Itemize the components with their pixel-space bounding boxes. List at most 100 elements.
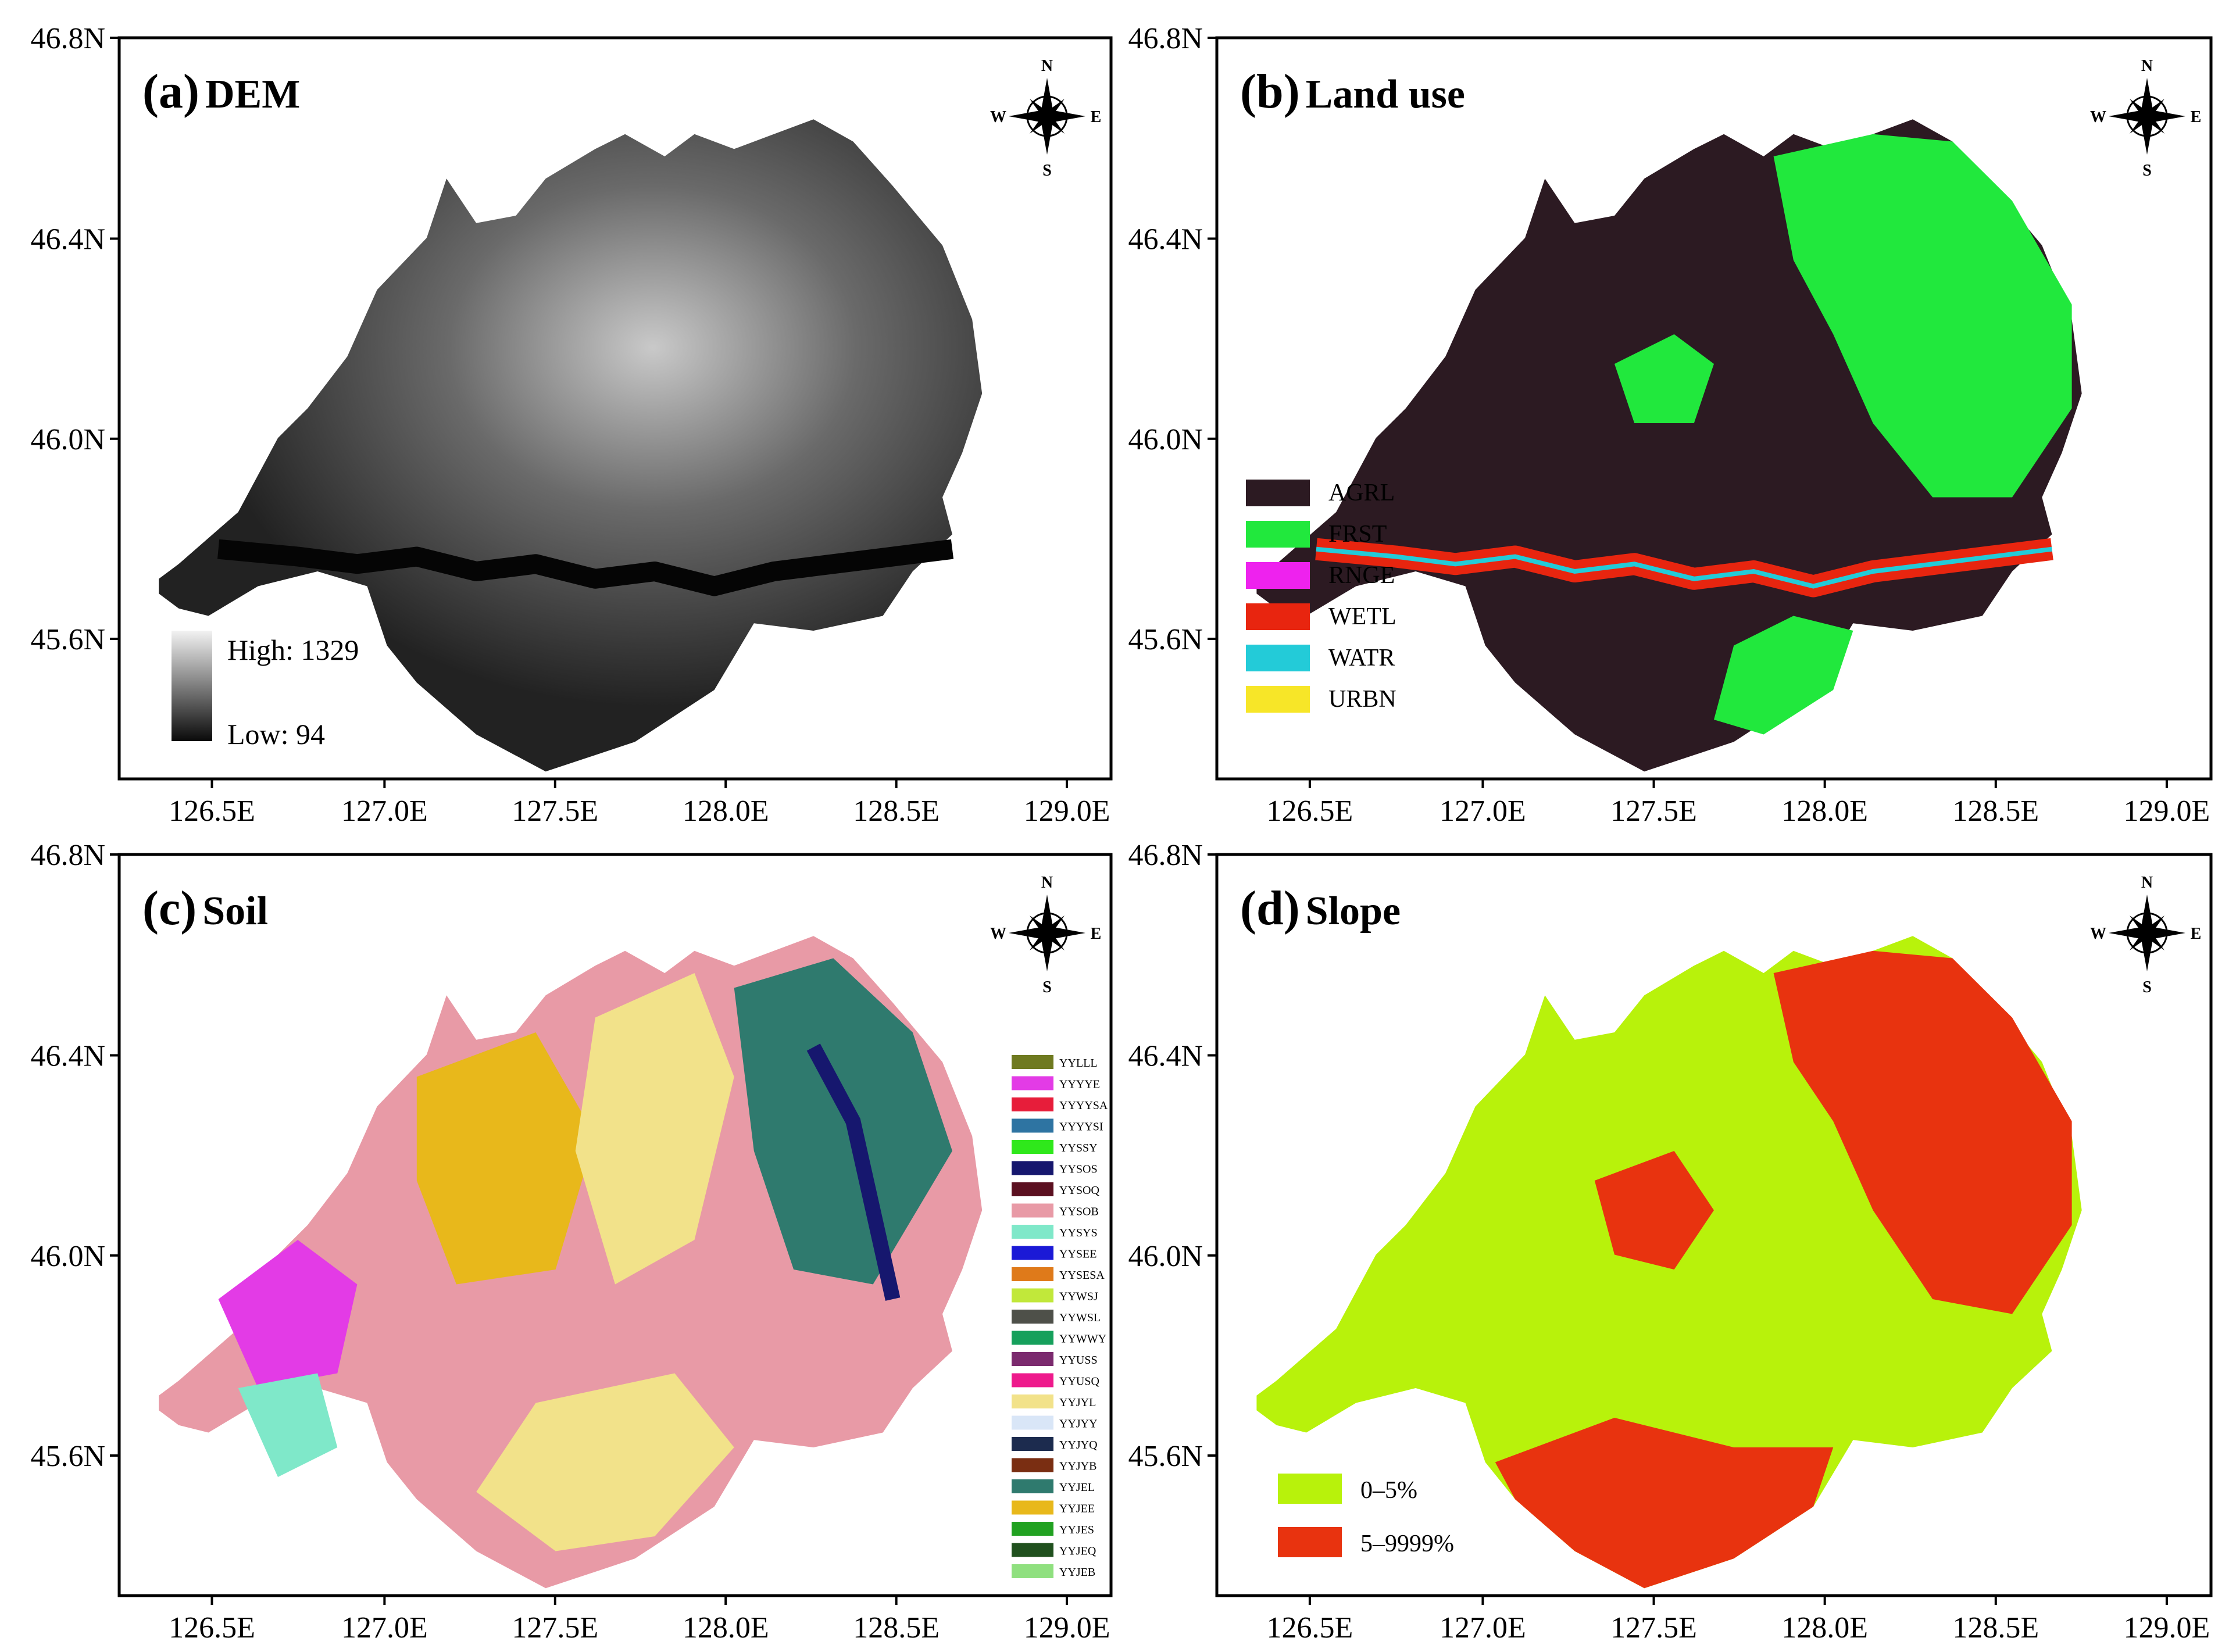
map-area bbox=[1256, 936, 2082, 1589]
legend-label: YYYYSI bbox=[1059, 1121, 1103, 1133]
compass-n-label: N bbox=[2141, 874, 2153, 892]
legend-label: YYWSL bbox=[1059, 1311, 1101, 1324]
soil-unit bbox=[476, 1373, 734, 1551]
legend-swatch bbox=[1246, 645, 1310, 671]
legend-swatch bbox=[1012, 1458, 1053, 1472]
panel-title: (d) Slope bbox=[1240, 881, 1401, 935]
x-tick-label: 128.5E bbox=[853, 795, 940, 828]
legend-label: YYSESA bbox=[1059, 1269, 1105, 1282]
x-tick-label: 129.0E bbox=[1024, 795, 1110, 828]
legend-swatch bbox=[1012, 1203, 1053, 1218]
panel-b: 126.5E 127.0E 127.5E 128.0E 128.5E 129.0E 46.8… bbox=[1128, 22, 2213, 828]
y-tick-label: 46.0N bbox=[30, 1240, 105, 1273]
x-tick-label: 128.0E bbox=[1781, 1611, 1868, 1644]
panel-title: (b) Land use bbox=[1240, 65, 1465, 119]
legend-swatch bbox=[1246, 521, 1310, 548]
forest-zone bbox=[1615, 334, 1714, 423]
legend-swatch bbox=[1012, 1522, 1053, 1536]
legend-swatch bbox=[1012, 1076, 1053, 1090]
panel-title-text: DEM bbox=[205, 72, 300, 117]
panel-d: 126.5E 127.0E 127.5E 128.0E 128.5E 129.0E 46.8… bbox=[1128, 839, 2213, 1644]
soil-unit bbox=[218, 1240, 358, 1388]
legend-label: YYJYY bbox=[1059, 1418, 1098, 1431]
x-tick-label: 128.5E bbox=[853, 1611, 940, 1644]
legend: YYLLL YYYYE YYYYSA YYYYSI YYSSY YYSOS YYSOQ YYS… bbox=[1012, 1055, 1108, 1579]
compass-s-label: S bbox=[2142, 978, 2152, 996]
compass-e-label: E bbox=[2191, 108, 2202, 126]
legend-swatch bbox=[1278, 1527, 1342, 1557]
dem-color-ramp bbox=[172, 631, 212, 741]
x-tick-label: 127.5E bbox=[1610, 795, 1697, 828]
legend-swatch bbox=[1012, 1118, 1053, 1133]
legend-label: YYSYS bbox=[1059, 1227, 1098, 1239]
y-tick-label: 46.4N bbox=[1128, 1040, 1203, 1073]
legend-swatch bbox=[1012, 1288, 1053, 1303]
y-tick-label: 46.8N bbox=[30, 839, 105, 872]
compass-needle-diag bbox=[2130, 916, 2164, 950]
legend: AGRL FRST RNGE WETL WATR URBN bbox=[1246, 480, 1396, 713]
legend-swatch bbox=[1012, 1352, 1053, 1366]
y-tick-label: 46.0N bbox=[30, 423, 105, 456]
x-tick-label: 127.0E bbox=[1440, 1611, 1526, 1644]
legend-swatch bbox=[1012, 1373, 1053, 1388]
x-tick-label: 127.0E bbox=[341, 795, 428, 828]
legend-label: 0–5% bbox=[1360, 1477, 1417, 1504]
legend-swatch bbox=[1246, 603, 1310, 630]
panel-letter: (a) bbox=[142, 65, 199, 119]
legend-swatch bbox=[1012, 1331, 1053, 1345]
north-arrow-icon: N S E W bbox=[990, 874, 1101, 996]
legend-swatch bbox=[1278, 1474, 1342, 1504]
x-tick-label: 128.0E bbox=[683, 1611, 769, 1644]
river-line bbox=[1316, 546, 2052, 589]
x-tick-label: 129.0E bbox=[2124, 1611, 2210, 1644]
compass-s-label: S bbox=[2142, 162, 2152, 180]
compass-e-label: E bbox=[1091, 925, 1102, 943]
panel-letter: (c) bbox=[142, 881, 197, 935]
legend-label: YYSOQ bbox=[1059, 1184, 1099, 1197]
legend-swatch bbox=[1246, 686, 1310, 713]
x-tick-label: 127.0E bbox=[341, 1611, 428, 1644]
panel-title: (a) DEM bbox=[142, 65, 300, 119]
legend-label: YYJEE bbox=[1059, 1503, 1095, 1515]
axis-ticks: 126.5E 127.0E 127.5E 128.0E 128.5E 129.0E 46.8… bbox=[30, 839, 1110, 1644]
x-tick-label: 128.0E bbox=[1781, 795, 1868, 828]
y-tick-label: 46.8N bbox=[1128, 22, 1203, 55]
valley-floor bbox=[217, 539, 954, 596]
legend-label: YYUSS bbox=[1059, 1354, 1098, 1367]
legend-swatch bbox=[1012, 1543, 1053, 1557]
legend-label: YYWSJ bbox=[1059, 1290, 1098, 1303]
legend-label: YYSOB bbox=[1059, 1206, 1099, 1218]
panel-letter: (d) bbox=[1240, 881, 1300, 935]
panel-a: 126.5E 127.0E 127.5E 128.0E 128.5E 129.0E 46.8… bbox=[30, 22, 1113, 828]
compass-n-label: N bbox=[2141, 57, 2153, 75]
soil-unit bbox=[806, 1043, 901, 1301]
forest-zone bbox=[1773, 134, 2072, 498]
steep-zone bbox=[1773, 950, 2072, 1314]
compass-s-label: S bbox=[1042, 978, 1052, 996]
compass-w-label: W bbox=[990, 925, 1006, 943]
axis-ticks: 126.5E 127.0E 127.5E 128.0E 128.5E 129.0E 46.8… bbox=[1128, 839, 2210, 1644]
watershed-region bbox=[159, 119, 983, 772]
y-tick-label: 45.6N bbox=[30, 623, 105, 656]
soil-unit bbox=[238, 1373, 338, 1477]
y-tick-label: 45.6N bbox=[30, 1440, 105, 1473]
legend-swatch bbox=[1012, 1225, 1053, 1239]
compass-w-label: W bbox=[2090, 108, 2106, 126]
dem-low-label: Low: 94 bbox=[227, 718, 325, 750]
y-tick-label: 46.0N bbox=[1128, 1240, 1203, 1273]
legend-swatch bbox=[1012, 1415, 1053, 1430]
x-tick-label: 127.0E bbox=[1440, 795, 1526, 828]
panel-title-text: Slope bbox=[1306, 889, 1401, 934]
x-tick-label: 129.0E bbox=[1024, 1611, 1110, 1644]
y-tick-label: 45.6N bbox=[1128, 623, 1203, 656]
legend-swatch bbox=[1012, 1267, 1053, 1281]
legend-label: YYJYQ bbox=[1059, 1439, 1098, 1451]
soil-unit bbox=[575, 973, 734, 1285]
soil-unit bbox=[416, 1032, 595, 1285]
x-tick-label: 127.5E bbox=[1610, 1611, 1697, 1644]
legend-label: YYYYE bbox=[1059, 1078, 1100, 1091]
legend-swatch bbox=[1012, 1182, 1053, 1196]
panel-letter: (b) bbox=[1240, 65, 1300, 119]
y-tick-label: 46.4N bbox=[1128, 223, 1203, 256]
